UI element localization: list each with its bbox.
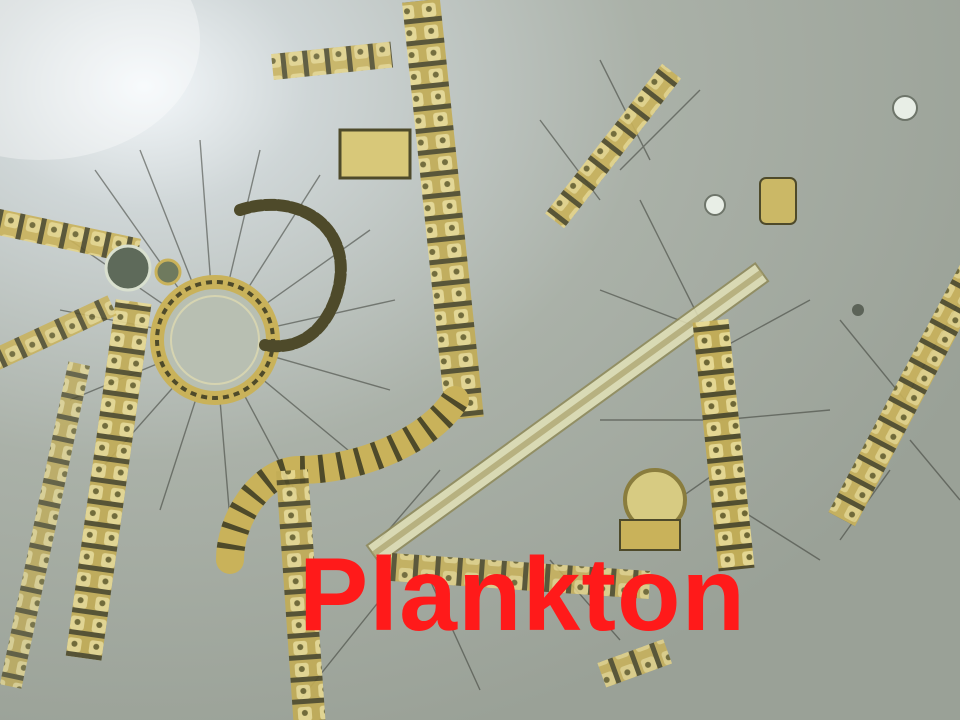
- left-thin-chain: [0, 361, 91, 689]
- left-diagonal-chain: [0, 295, 117, 375]
- top-left-chain: [0, 207, 141, 265]
- far-right-chain: [828, 256, 960, 527]
- bubble: [852, 304, 864, 316]
- top-small-chain: [271, 41, 394, 80]
- light-glare: [0, 0, 200, 160]
- arc-chain: [234, 198, 347, 353]
- vertical-chain-right: [692, 318, 755, 572]
- pale-diagonal-chain: [365, 261, 770, 565]
- bottom-right-chain: [597, 639, 673, 688]
- cell-cluster: [104, 244, 152, 292]
- vertical-chain-lower: [275, 469, 327, 720]
- bottom-chain: [389, 552, 651, 600]
- small-cell-pair: [759, 177, 797, 225]
- centric-diatom: [150, 275, 280, 405]
- diagonal-chain-top: [545, 63, 682, 229]
- bubble: [704, 194, 726, 216]
- round-cell-base: [619, 519, 681, 551]
- caption-title: Plankton: [298, 537, 747, 653]
- bubble: [892, 95, 918, 121]
- small-cell: [154, 258, 182, 286]
- square-cell: [338, 128, 412, 180]
- vertical-chain-center: [402, 0, 484, 421]
- left-chain: [65, 299, 152, 661]
